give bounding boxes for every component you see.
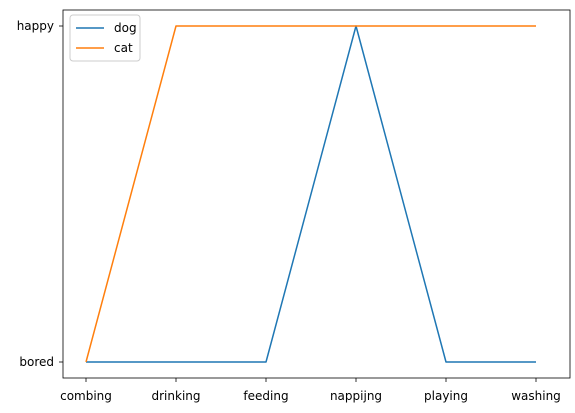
x-tick-label: feeding [243, 389, 288, 403]
legend-label-dog: dog [114, 21, 137, 35]
legend-label-cat: cat [114, 41, 133, 55]
y-tick-label: happy [17, 19, 54, 33]
series-layer [85, 25, 536, 363]
legend-frame [69, 14, 141, 62]
plot-area-frame [62, 9, 571, 379]
x-tick-label: washing [511, 389, 561, 403]
x-tick-label: combing [60, 389, 112, 403]
x-tick-label: playing [424, 389, 468, 403]
series-line-dog [86, 25, 536, 363]
legend: dog cat [69, 14, 141, 62]
x-axis: combing drinking feeding nappijng playing was… [60, 378, 561, 403]
x-tick-label: drinking [152, 389, 201, 403]
y-axis: bored happy [17, 19, 63, 369]
series-line-cat [85, 25, 536, 363]
y-tick-label: bored [19, 355, 54, 369]
x-tick-label: nappijng [330, 389, 382, 403]
